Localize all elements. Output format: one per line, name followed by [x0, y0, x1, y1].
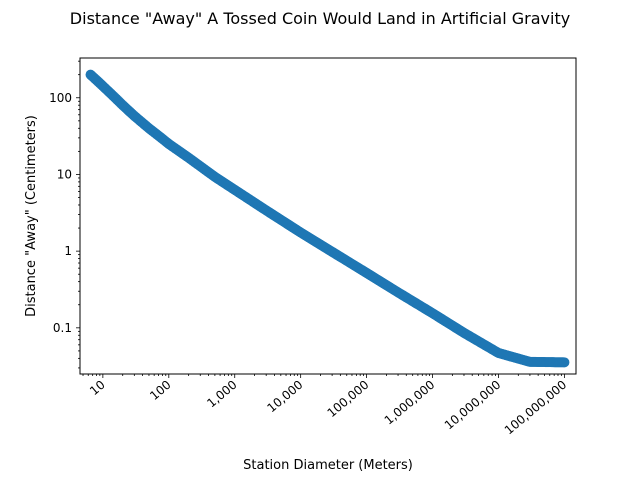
x-tick-label: 10 — [87, 378, 108, 399]
plot-frame — [79, 57, 577, 375]
x-axis-label: Station Diameter (Meters) — [243, 458, 413, 473]
x-tick-label: 10,000,000 — [442, 378, 504, 433]
x-tick-label: 100,000 — [325, 378, 372, 421]
x-tick-label: 100 — [147, 378, 174, 403]
y-tick-label: 1 — [64, 244, 72, 258]
x-tick-label: 1,000 — [204, 378, 239, 411]
y-axis-label: Distance "Away" (Centimeters) — [24, 115, 39, 317]
x-tick-label: 10,000 — [264, 378, 305, 416]
x-tick-label: 100,000,000 — [502, 378, 569, 438]
x-axis: 10 100 1,000 10,000 100,000 1,000,000 10,000,0… — [82, 374, 569, 438]
y-tick-label: 10 — [57, 167, 72, 181]
data-layer — [85, 69, 570, 368]
y-axis: 100 10 1 0.1 — [49, 60, 80, 369]
x-tick-label: 1,000,000 — [382, 378, 438, 428]
chart-title: Distance "Away" A Tossed Coin Would Land… — [70, 9, 570, 28]
y-tick-label: 100 — [49, 91, 72, 105]
y-tick-label: 0.1 — [53, 321, 72, 335]
data-point — [559, 357, 570, 368]
